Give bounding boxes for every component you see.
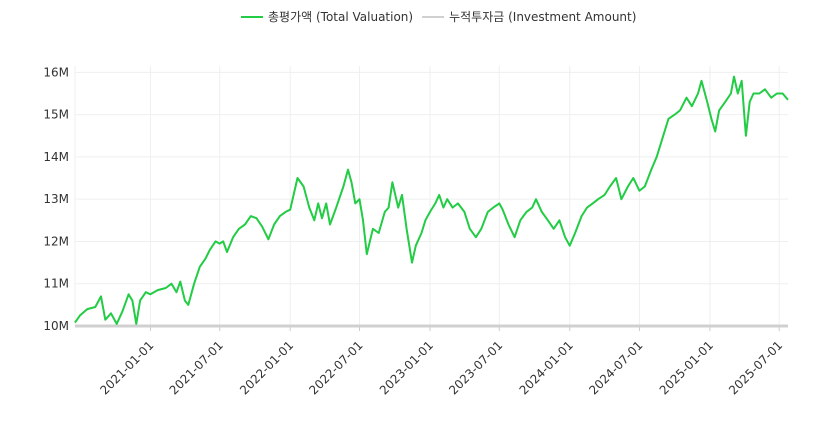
x-tick-label: 2025-01-01 (657, 338, 716, 397)
y-tick-label: 13M (43, 192, 69, 206)
x-tick-label: 2022-01-01 (237, 338, 296, 397)
legend: 총평가액 (Total Valuation) 누적투자금 (Investment … (241, 10, 636, 24)
x-tick-label: 2022-07-01 (306, 338, 365, 397)
y-tick-label: 12M (43, 234, 69, 248)
y-tick-label: 15M (43, 108, 69, 122)
x-tick-label: 2024-01-01 (517, 338, 576, 397)
y-tick-label: 16M (43, 65, 69, 79)
grid (74, 66, 788, 327)
y-tick-label: 10M (43, 319, 69, 333)
total-valuation-line (74, 75, 789, 325)
y-tick-label: 11M (43, 277, 69, 291)
x-tick-label: 2023-07-01 (446, 338, 505, 397)
x-tick-label: 2025-07-01 (726, 338, 785, 397)
x-axis: 2021-01-01 2021-07-01 2022-01-01 2022-07-01… (97, 326, 785, 397)
y-axis: 10M 11M 12M 13M 14M 15M 16M (43, 65, 69, 333)
series-lines (74, 75, 789, 328)
legend-label: 총평가액 (Total Valuation) (268, 10, 413, 24)
x-tick-label: 2024-07-01 (586, 338, 645, 397)
x-tick-label: 2023-01-01 (377, 338, 436, 397)
y-tick-label: 14M (43, 150, 69, 164)
x-tick-label: 2021-01-01 (97, 338, 156, 397)
x-tick-label: 2021-07-01 (167, 338, 226, 397)
legend-label: 누적투자금 (Investment Amount) (449, 10, 636, 24)
